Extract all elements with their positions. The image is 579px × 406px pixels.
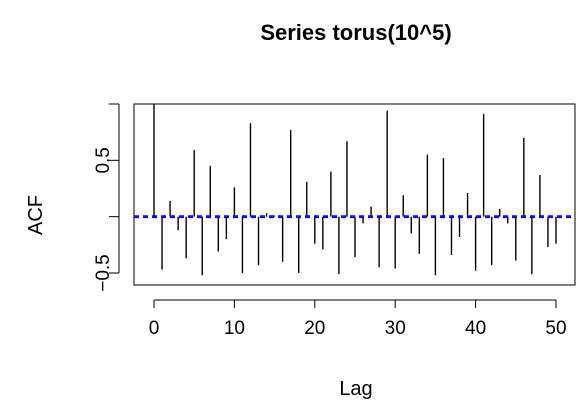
y-axis-label: ACF — [25, 195, 47, 235]
chart-title: Series torus(10^5) — [260, 20, 451, 45]
x-axis: 0 10 20 30 40 50 — [149, 299, 567, 339]
x-tick-label: 40 — [465, 318, 486, 339]
confidence-band — [134, 215, 575, 219]
x-tick-label: 10 — [224, 318, 245, 339]
x-tick-label: 0 — [149, 318, 160, 339]
x-tick-label: 50 — [545, 318, 566, 339]
acf-bars — [153, 104, 557, 276]
x-axis-label: Lag — [339, 378, 372, 400]
y-axis: −0.5 0.5 — [93, 103, 120, 292]
x-tick-label: 30 — [385, 318, 406, 339]
y-tick-label: −0.5 — [93, 254, 114, 292]
x-tick-label: 20 — [304, 318, 325, 339]
plot-border — [133, 103, 576, 286]
plot-frame — [133, 103, 576, 286]
y-tick-label: 0.5 — [93, 147, 114, 173]
